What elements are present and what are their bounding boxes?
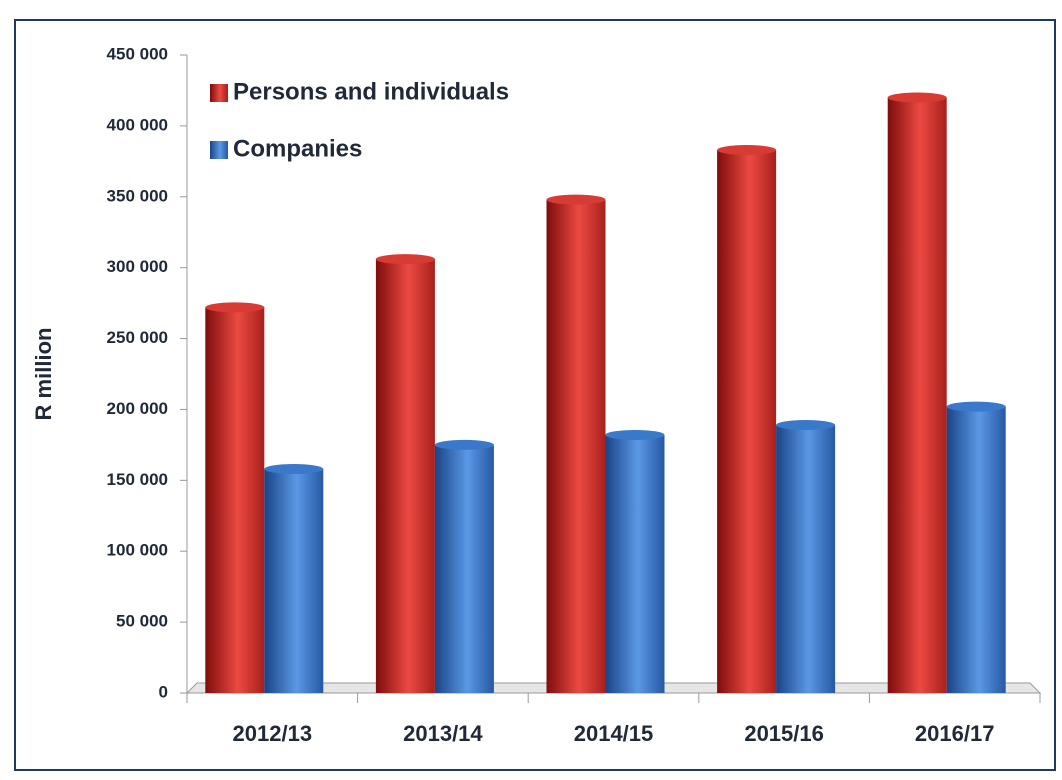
y-tick-label: 450 000 [107, 44, 168, 63]
y-tick-label: 150 000 [107, 470, 168, 489]
bar [375, 259, 435, 693]
legend-swatch [210, 84, 228, 102]
bar-cap [946, 401, 1006, 412]
y-tick-label: 0 [159, 682, 168, 701]
y-tick-label: 350 000 [107, 186, 168, 205]
bar-cap [375, 254, 435, 265]
bar [605, 434, 665, 693]
x-tick-label: 2015/16 [744, 721, 824, 746]
bar-cap [546, 194, 606, 205]
x-tick-label: 2014/15 [574, 721, 654, 746]
y-axis-title: R million [31, 328, 56, 421]
bar-cap [434, 439, 494, 450]
chart-frame [14, 19, 1056, 771]
bar [776, 425, 836, 693]
bar [434, 444, 494, 693]
bar-cap [264, 463, 324, 474]
bar-cap [205, 302, 265, 313]
bar [887, 97, 947, 694]
y-tick-label: 250 000 [107, 328, 168, 347]
bar [205, 307, 265, 693]
bar [264, 468, 324, 693]
bar-cap [605, 429, 665, 440]
y-tick-label: 200 000 [107, 399, 168, 418]
bar-cap [887, 92, 947, 103]
bar [946, 406, 1006, 693]
y-tick-label: 100 000 [107, 541, 168, 560]
legend-label: Persons and individuals [233, 78, 509, 105]
legend-label: Companies [233, 135, 362, 162]
legend-swatch [210, 141, 228, 159]
bar [717, 149, 777, 694]
bar-cap [776, 420, 836, 431]
x-tick-label: 2013/14 [403, 721, 483, 746]
bar-cap [717, 144, 777, 155]
x-tick-label: 2012/13 [233, 721, 313, 746]
y-tick-label: 400 000 [107, 115, 168, 134]
bar [546, 199, 606, 693]
y-tick-label: 300 000 [107, 257, 168, 276]
y-tick-label: 50 000 [116, 612, 168, 631]
x-tick-label: 2016/17 [915, 721, 995, 746]
